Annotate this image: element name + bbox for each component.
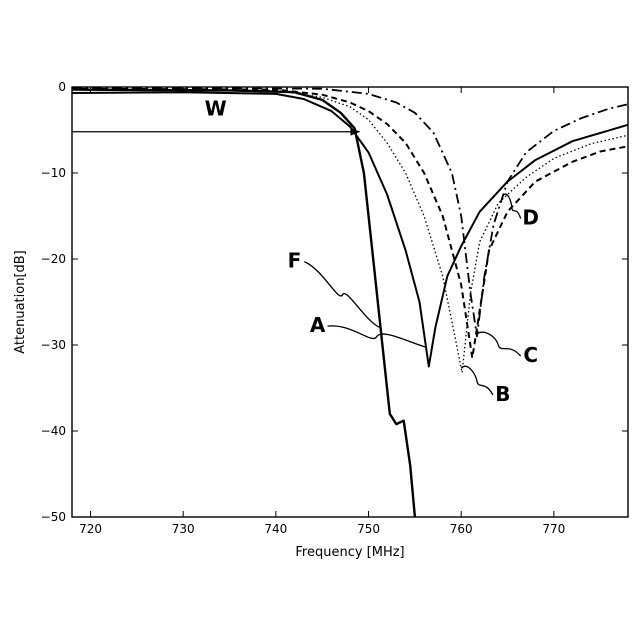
x-tick-label: 720 xyxy=(79,522,102,536)
annotation-label-b: B xyxy=(495,382,510,406)
x-tick-label: 730 xyxy=(172,522,195,536)
y-tick-label: −50 xyxy=(41,510,66,524)
annotation-label-f: F xyxy=(288,249,302,273)
x-tick-label: 760 xyxy=(450,522,473,536)
annotation-label-a: A xyxy=(310,313,326,337)
y-tick-label: 0 xyxy=(58,80,66,94)
y-tick-label: −20 xyxy=(41,252,66,266)
annotation-label-d: D xyxy=(522,206,539,230)
x-tick-label: 740 xyxy=(264,522,287,536)
y-tick-label: −30 xyxy=(41,338,66,352)
y-axis-title: Attenuation[dB] xyxy=(13,250,28,354)
y-tick-label: −40 xyxy=(41,424,66,438)
x-tick-label: 750 xyxy=(357,522,380,536)
y-tick-label: −10 xyxy=(41,166,66,180)
annotation-label-w: W xyxy=(205,96,227,120)
x-tick-label: 770 xyxy=(542,522,565,536)
plot-area xyxy=(72,87,628,517)
annotation-label-c: C xyxy=(523,343,538,367)
x-axis-title: Frequency [MHz] xyxy=(295,545,404,560)
